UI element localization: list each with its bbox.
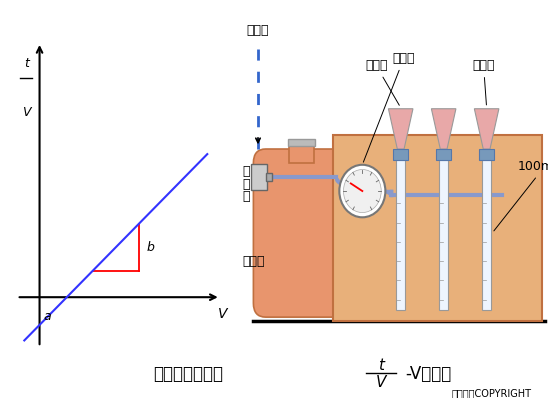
FancyBboxPatch shape: [288, 139, 316, 146]
FancyBboxPatch shape: [253, 149, 345, 317]
Text: 射: 射: [243, 178, 250, 191]
Text: 稳压瓶: 稳压瓶: [243, 255, 265, 267]
Polygon shape: [475, 109, 499, 149]
Text: 水: 水: [243, 165, 250, 178]
Text: 真空表: 真空表: [363, 52, 415, 162]
FancyBboxPatch shape: [393, 149, 408, 160]
Text: 比阻测定装置及: 比阻测定装置及: [153, 365, 224, 383]
Text: t: t: [378, 358, 384, 373]
FancyBboxPatch shape: [251, 164, 266, 190]
Text: V: V: [22, 106, 31, 119]
FancyBboxPatch shape: [289, 144, 314, 163]
FancyBboxPatch shape: [482, 160, 491, 310]
Text: t: t: [24, 57, 28, 70]
Text: b: b: [146, 241, 154, 254]
FancyBboxPatch shape: [436, 149, 451, 160]
Text: 100ml量筒: 100ml量筒: [494, 160, 548, 231]
Text: 器: 器: [243, 190, 250, 203]
Text: V: V: [376, 375, 386, 390]
Polygon shape: [431, 109, 456, 149]
FancyBboxPatch shape: [333, 135, 542, 321]
Circle shape: [339, 165, 385, 217]
FancyBboxPatch shape: [439, 160, 448, 310]
FancyBboxPatch shape: [480, 149, 494, 160]
Polygon shape: [389, 109, 413, 149]
Text: a: a: [44, 310, 52, 323]
Text: V: V: [218, 307, 227, 321]
Text: -V直线图: -V直线图: [406, 365, 452, 383]
Text: 通气口: 通气口: [472, 59, 495, 105]
Text: 通气口: 通气口: [365, 59, 399, 105]
FancyBboxPatch shape: [396, 160, 405, 310]
Text: 东方仿真COPYRIGHT: 东方仿真COPYRIGHT: [452, 388, 532, 398]
Text: 自来水: 自来水: [247, 24, 269, 37]
FancyBboxPatch shape: [266, 173, 272, 181]
Circle shape: [344, 170, 381, 213]
